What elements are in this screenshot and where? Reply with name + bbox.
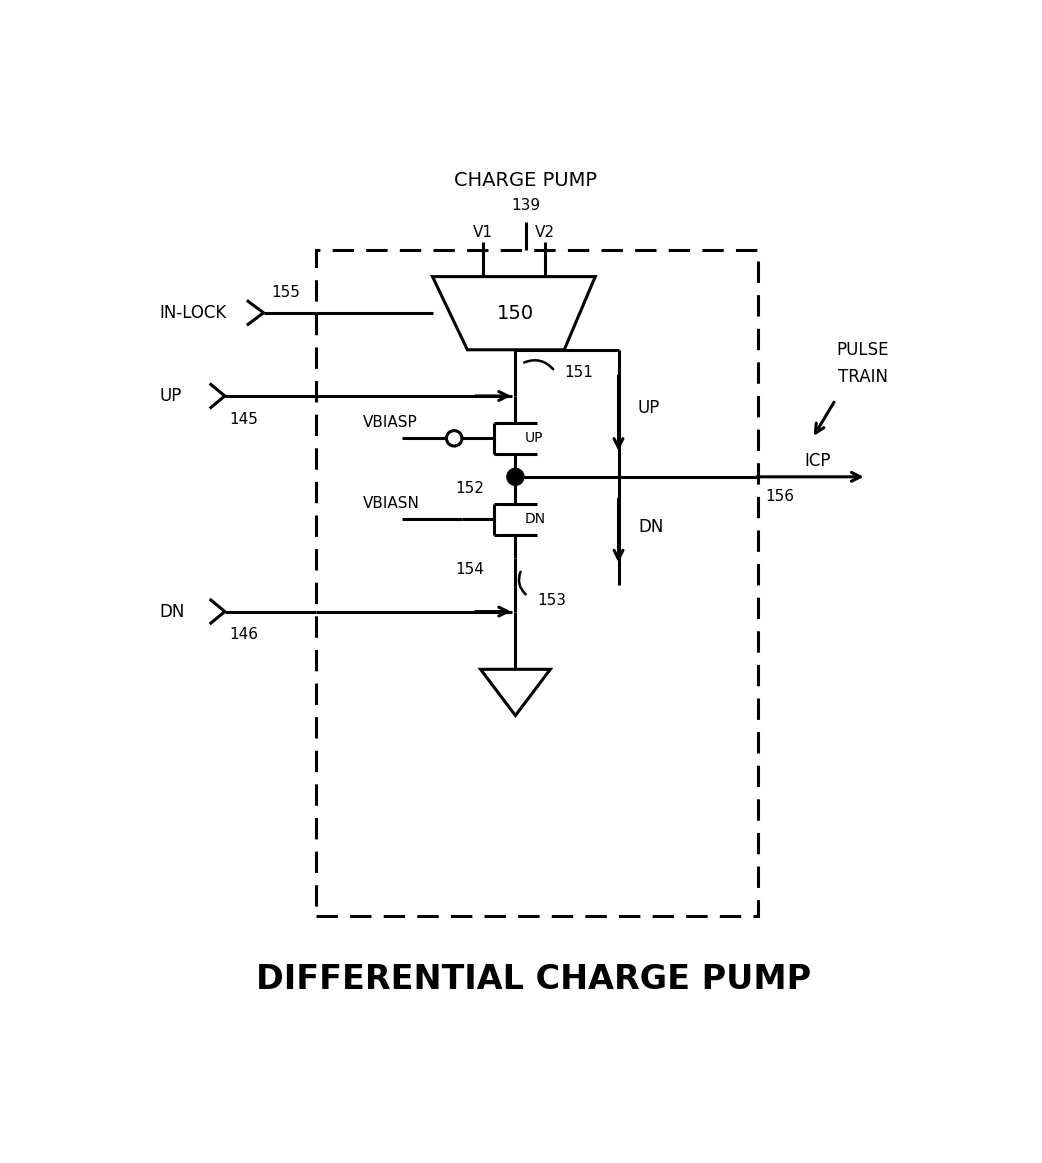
Text: UP: UP: [638, 399, 661, 416]
Circle shape: [506, 469, 524, 485]
Text: VBIASP: VBIASP: [363, 415, 418, 430]
Text: CHARGE PUMP: CHARGE PUMP: [454, 171, 597, 190]
Text: 150: 150: [497, 304, 534, 322]
Text: VBIASN: VBIASN: [363, 497, 420, 512]
Text: 154: 154: [455, 562, 485, 577]
Text: 139: 139: [511, 198, 540, 213]
Text: DN: DN: [525, 512, 546, 526]
Text: 153: 153: [537, 592, 566, 607]
Text: UP: UP: [159, 387, 182, 405]
Text: V1: V1: [473, 226, 493, 241]
Text: TRAIN: TRAIN: [838, 368, 888, 386]
Text: DN: DN: [638, 518, 664, 536]
Text: 145: 145: [229, 412, 258, 427]
Text: 155: 155: [271, 285, 300, 300]
Text: UP: UP: [525, 431, 543, 445]
Text: 152: 152: [455, 480, 485, 495]
Text: ICP: ICP: [804, 452, 832, 470]
Text: DN: DN: [159, 602, 185, 621]
Text: V2: V2: [535, 226, 555, 241]
Text: 146: 146: [229, 627, 258, 642]
Text: IN-LOCK: IN-LOCK: [159, 304, 227, 322]
Text: 151: 151: [565, 365, 593, 380]
Text: 156: 156: [766, 488, 795, 504]
Polygon shape: [432, 277, 595, 350]
Text: DIFFERENTIAL CHARGE PUMP: DIFFERENTIAL CHARGE PUMP: [256, 963, 812, 997]
Text: PULSE: PULSE: [837, 341, 889, 358]
Bar: [317, 250, 758, 915]
